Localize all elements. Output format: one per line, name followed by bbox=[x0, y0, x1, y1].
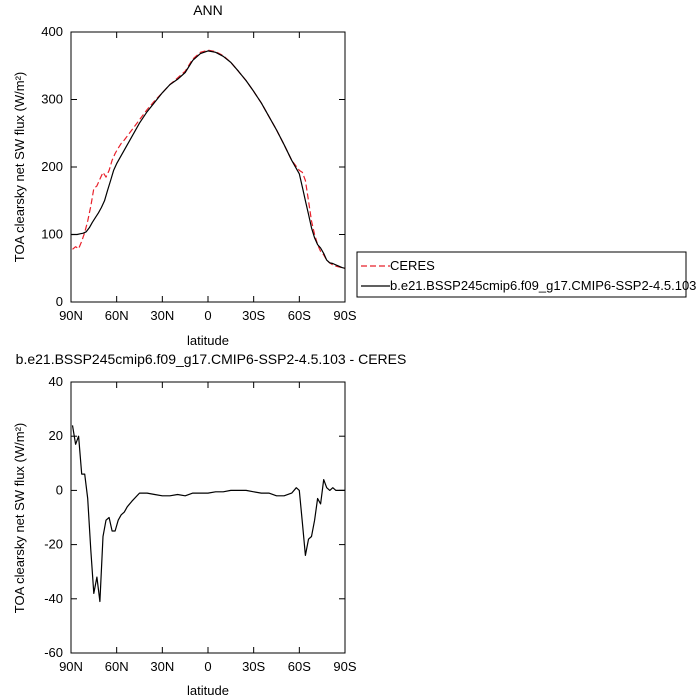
bottom-x-tick-label: 90S bbox=[333, 659, 356, 674]
top-x-tick-label: 90N bbox=[59, 308, 83, 323]
top-panel: ANN 90N 60N 30N 0 30S 60S 90S 0 100 200 300 400 lat… bbox=[12, 2, 357, 348]
legend-box bbox=[356, 251, 687, 298]
bottom-y-tick-label: -40 bbox=[44, 591, 63, 606]
top-y-tick-label: 0 bbox=[56, 294, 63, 309]
bottom-x-tick-label: 30N bbox=[150, 659, 174, 674]
top-y-tick-label: 200 bbox=[41, 159, 63, 174]
top-y-axis-label: TOA clearsky net SW flux (W/m²) bbox=[12, 72, 27, 262]
bottom-y-tick-label: 0 bbox=[56, 482, 63, 497]
bottom-y-tick-label: 40 bbox=[49, 374, 63, 389]
top-x-tick-label: 90S bbox=[333, 308, 356, 323]
top-x-tick-label: 30N bbox=[150, 308, 174, 323]
top-y-tick-label: 100 bbox=[41, 227, 63, 242]
bottom-x-tick-label: 60S bbox=[288, 659, 311, 674]
bottom-x-tick-label: 30S bbox=[242, 659, 265, 674]
bottom-y-tick-label: -60 bbox=[44, 645, 63, 660]
top-x-tick-label: 30S bbox=[242, 308, 265, 323]
series-line-model bbox=[71, 50, 346, 269]
series-line-ceres bbox=[72, 49, 346, 269]
top-axis-ticks: 90N 60N 30N 0 30S 60S 90S 0 100 200 300 400 bbox=[41, 24, 357, 323]
legend-entry-model: b.e21.BSSP245cmip6.f09_g17.CMIP6-SSP2-4.… bbox=[390, 278, 696, 293]
bottom-panel: b.e21.BSSP245cmip6.f09_g17.CMIP6-SSP2-4.… bbox=[12, 351, 406, 698]
top-plot-frame bbox=[70, 31, 346, 303]
bottom-y-axis-label: TOA clearsky net SW flux (W/m²) bbox=[12, 423, 27, 613]
top-x-tick-label: 0 bbox=[204, 308, 211, 323]
bottom-y-tick-label: -20 bbox=[44, 537, 63, 552]
bottom-chart-title: b.e21.BSSP245cmip6.f09_g17.CMIP6-SSP2-4.… bbox=[16, 351, 407, 367]
top-x-axis-label: latitude bbox=[187, 333, 229, 348]
top-x-tick-label: 60S bbox=[288, 308, 311, 323]
series-line-difference bbox=[71, 425, 345, 603]
bottom-series-group bbox=[71, 425, 345, 603]
top-y-tick-label: 400 bbox=[41, 24, 63, 39]
bottom-x-tick-label: 0 bbox=[204, 659, 211, 674]
legend-entry-ceres: CERES bbox=[390, 258, 435, 273]
bottom-x-tick-label: 60N bbox=[105, 659, 129, 674]
top-x-tick-label: 60N bbox=[105, 308, 129, 323]
top-chart-title: ANN bbox=[193, 2, 223, 18]
bottom-plot-frame bbox=[70, 381, 346, 654]
bottom-x-tick-label: 90N bbox=[59, 659, 83, 674]
legend: CERES b.e21.BSSP245cmip6.f09_g17.CMIP6-S… bbox=[356, 251, 696, 298]
bottom-x-axis-label: latitude bbox=[187, 683, 229, 698]
bottom-axis-ticks: 90N 60N 30N 0 30S 60S 90S -60 -40 -20 0 20 40 bbox=[44, 374, 357, 674]
top-y-tick-label: 300 bbox=[41, 92, 63, 107]
top-series-group bbox=[71, 49, 346, 269]
bottom-y-tick-label: 20 bbox=[49, 428, 63, 443]
